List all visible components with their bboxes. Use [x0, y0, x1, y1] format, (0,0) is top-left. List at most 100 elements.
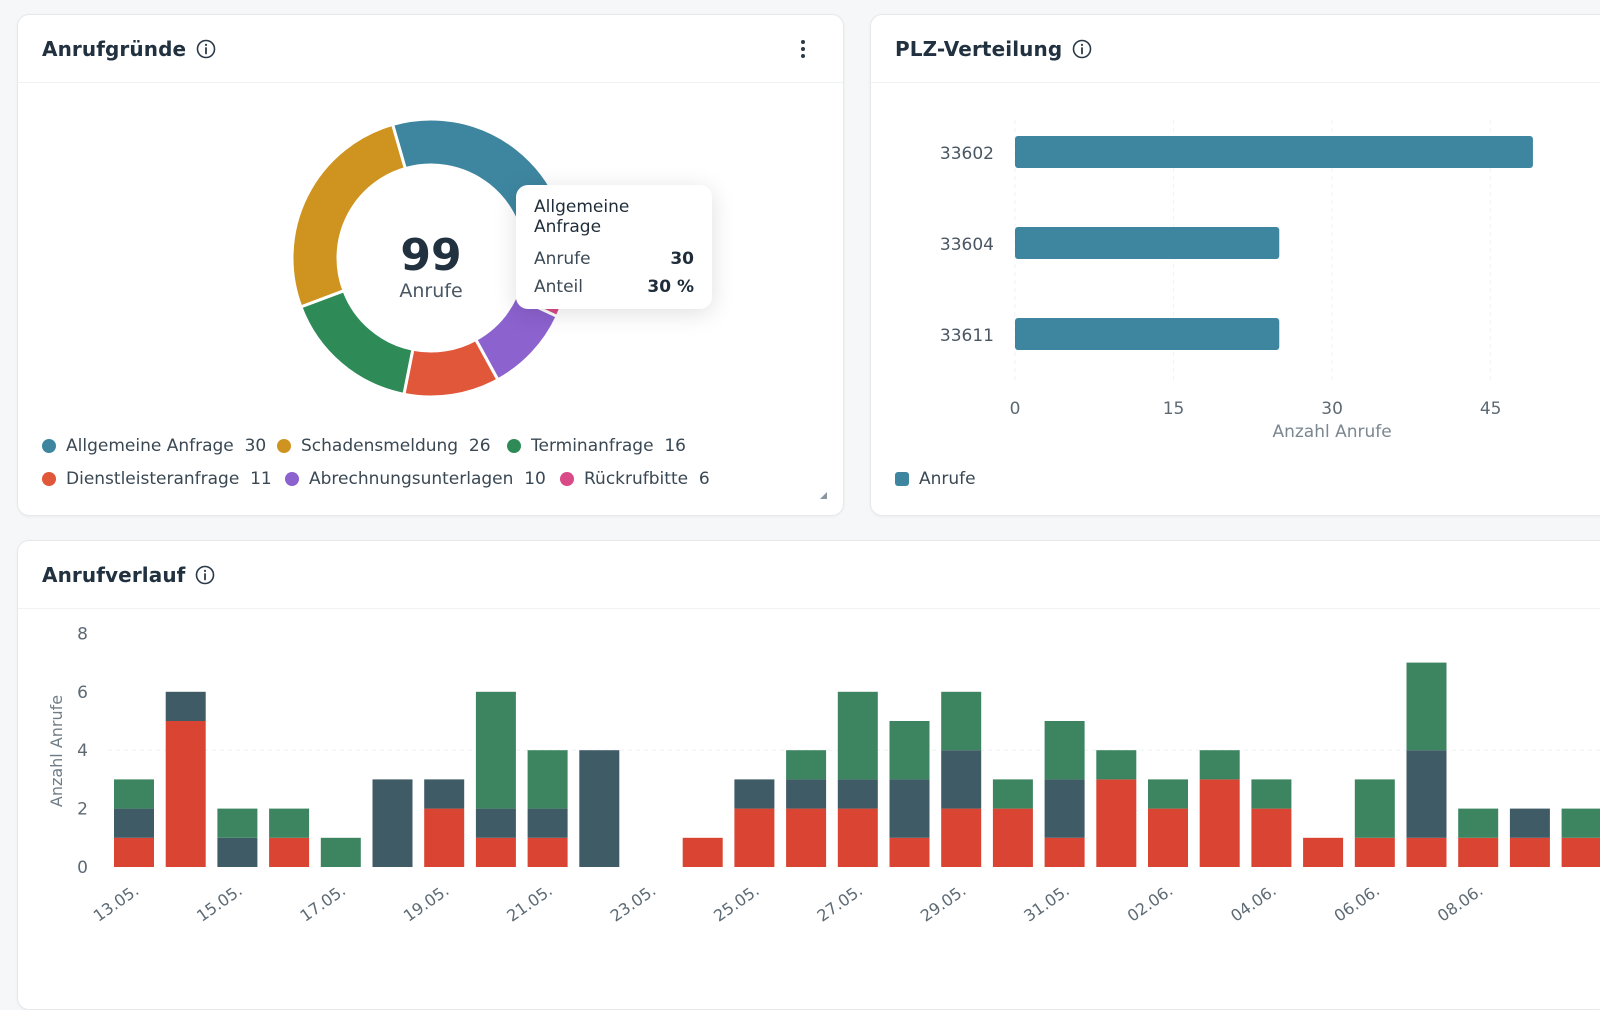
bar-segment-red[interactable] — [941, 808, 982, 867]
bar-segment-green[interactable] — [475, 691, 516, 809]
bar-segment-red[interactable] — [475, 837, 516, 867]
x-tick-label: 45 — [1480, 399, 1502, 419]
bar-segment-red[interactable] — [734, 808, 775, 867]
x-tick-label: 06.06. — [1331, 881, 1384, 926]
legend-item-abrechnungsunterlagen[interactable]: Abrechnungsunterlagen 10 — [285, 469, 546, 489]
bar-segment-green[interactable] — [527, 750, 568, 809]
x-tick-label: 04.06. — [1227, 881, 1280, 926]
bar-segment-dark[interactable] — [114, 808, 154, 838]
legend-item-terminanfrage[interactable]: Terminanfrage 16 — [507, 436, 686, 456]
plz-bar[interactable] — [1015, 136, 1533, 168]
bar-segment-dark[interactable] — [734, 779, 775, 809]
bar-segment-red[interactable] — [1354, 837, 1395, 867]
legend-count: 30 — [244, 436, 267, 456]
legend-item-allgemeine-anfrage[interactable]: Allgemeine Anfrage 30 — [42, 436, 266, 456]
bar-segment-red[interactable] — [424, 808, 465, 867]
donut-legend: Allgemeine Anfrage 30 Schadensmeldung 26… — [18, 15, 843, 515]
bar-segment-red[interactable] — [1303, 837, 1344, 867]
bar-segment-red[interactable] — [527, 837, 568, 867]
bar-segment-green[interactable] — [217, 808, 258, 838]
x-tick-label: 25.05. — [710, 881, 763, 926]
legend-label: Allgemeine Anfrage — [66, 436, 234, 456]
bar-segment-green[interactable] — [1406, 662, 1447, 751]
bar-segment-green[interactable] — [992, 779, 1033, 809]
bar-segment-green[interactable] — [1251, 779, 1292, 809]
legend-label: Rückrufbitte — [584, 469, 689, 489]
bar-segment-dark[interactable] — [424, 779, 465, 809]
slice-schadensmeldung[interactable] — [290, 122, 408, 309]
bar-segment-red[interactable] — [837, 808, 878, 867]
history-card: Anrufverlauf 0 2 4 6 8 Anzahl Anrufe 13.05. 15.… — [17, 540, 1600, 1010]
bar-segment-red[interactable] — [114, 837, 154, 867]
bar-segment-red[interactable] — [269, 837, 310, 867]
legend-label: Schadensmeldung — [301, 436, 459, 456]
bar-segment-green[interactable] — [1561, 808, 1600, 838]
x-axis-label: Anzahl Anrufe — [1272, 422, 1391, 442]
bar-segment-green[interactable] — [837, 691, 878, 780]
bar-segment-green[interactable] — [1148, 779, 1188, 809]
legend-item-anrufe[interactable]: Anrufe — [895, 469, 976, 489]
bar-segment-dark[interactable] — [837, 779, 878, 809]
tooltip-title: Allgemeine Anfrage — [534, 197, 630, 237]
bar-segment-green[interactable] — [269, 808, 310, 838]
bar-segment-green[interactable] — [1458, 808, 1499, 838]
plz-bar[interactable] — [1015, 227, 1280, 259]
bar-segment-red[interactable] — [1561, 837, 1600, 867]
x-tick-label: 29.05. — [917, 881, 970, 926]
bar-segment-green[interactable] — [1096, 750, 1137, 780]
bar-segment-red[interactable] — [1458, 837, 1499, 867]
bar-segment-green[interactable] — [786, 750, 827, 780]
bar-segment-red[interactable] — [1509, 837, 1550, 867]
bar-segment-green[interactable] — [941, 691, 982, 751]
bar-segment-dark[interactable] — [217, 837, 258, 867]
legend-item-dienstleisteranfrage[interactable]: Dienstleisteranfrage 11 — [42, 469, 272, 489]
bar-segment-red[interactable] — [165, 721, 206, 867]
legend-count: 26 — [468, 436, 491, 456]
bar-segment-red[interactable] — [682, 837, 723, 867]
legend-item-rueckrufbitte[interactable]: Rückrufbitte 6 — [560, 469, 710, 489]
bar-segment-red[interactable] — [1148, 808, 1188, 867]
legend-count: 6 — [698, 469, 710, 489]
bar-segment-dark[interactable] — [165, 691, 206, 721]
bar-segment-red[interactable] — [1044, 837, 1085, 867]
bar-segment-green[interactable] — [1354, 779, 1395, 838]
x-tick-label: 31.05. — [1020, 881, 1073, 926]
y-tick-label: 0 — [77, 858, 88, 878]
legend-item-schadensmeldung[interactable]: Schadensmeldung 26 — [277, 436, 491, 456]
bar-segment-green[interactable] — [114, 779, 154, 809]
info-icon[interactable] — [1072, 39, 1092, 59]
more-vertical-icon[interactable] — [791, 37, 815, 61]
legend-dot — [42, 439, 56, 453]
bar-segment-dark[interactable] — [1509, 808, 1550, 838]
bar-segment-dark[interactable] — [372, 779, 413, 867]
bar-segment-dark[interactable] — [786, 779, 827, 809]
bar-segment-green[interactable] — [889, 721, 930, 780]
bar-segment-red[interactable] — [786, 808, 827, 867]
legend-label: Anrufe — [919, 469, 976, 489]
bar-segment-dark[interactable] — [475, 808, 516, 838]
bar-segment-red[interactable] — [1251, 808, 1292, 867]
y-axis-label: Anzahl Anrufe — [47, 695, 66, 807]
info-icon[interactable] — [195, 565, 215, 585]
donut-card: Anrufgründe 99 Anrufe Allgemeine Anfrage… — [17, 14, 844, 516]
bar-segment-green[interactable] — [1044, 721, 1085, 780]
y-tick-label: 8 — [77, 624, 88, 644]
bar-segment-red[interactable] — [992, 808, 1033, 867]
bar-segment-red[interactable] — [889, 837, 930, 867]
bar-segment-red[interactable] — [1096, 779, 1137, 867]
bar-segment-red[interactable] — [1406, 837, 1447, 867]
bar-segment-dark[interactable] — [889, 779, 930, 838]
bar-segment-red[interactable] — [1199, 779, 1240, 867]
bar-segment-dark[interactable] — [527, 808, 568, 838]
bar-segment-dark[interactable] — [941, 750, 982, 809]
resize-handle-icon[interactable] — [820, 492, 827, 499]
bar-segment-green[interactable] — [1199, 750, 1240, 780]
bar-segment-dark[interactable] — [1406, 750, 1447, 838]
plz-bar[interactable] — [1015, 318, 1280, 350]
bar-segment-green[interactable] — [320, 837, 361, 867]
x-tick-label: 17.05. — [297, 881, 350, 926]
bar-segment-dark[interactable] — [579, 750, 620, 867]
tooltip-row-anteil: Anteil 30 % — [534, 277, 694, 297]
info-icon[interactable] — [196, 39, 216, 59]
bar-segment-dark[interactable] — [1044, 779, 1085, 838]
